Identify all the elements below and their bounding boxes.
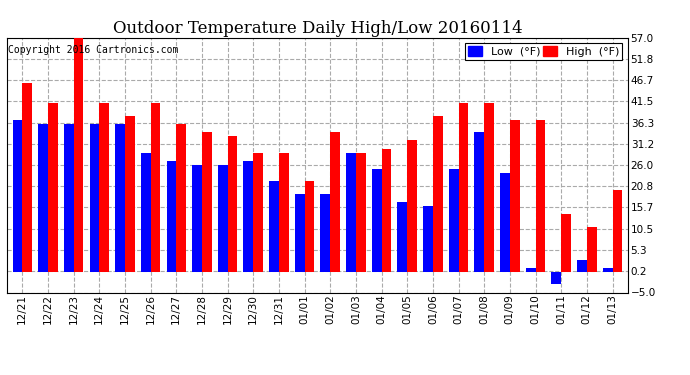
Bar — [510, 120, 520, 272]
Bar — [500, 173, 510, 272]
Bar — [64, 124, 74, 272]
Bar — [397, 202, 407, 272]
Bar — [372, 169, 382, 272]
Bar — [320, 194, 331, 272]
Title: Outdoor Temperature Daily High/Low 20160114: Outdoor Temperature Daily High/Low 20160… — [112, 20, 522, 38]
Bar — [38, 124, 48, 272]
Bar — [218, 165, 228, 272]
Bar — [176, 124, 186, 272]
Bar — [407, 140, 417, 272]
Bar — [382, 148, 391, 272]
Bar — [561, 214, 571, 272]
Bar — [244, 161, 253, 272]
Bar — [304, 182, 315, 272]
Bar — [253, 153, 263, 272]
Bar — [228, 136, 237, 272]
Bar — [346, 153, 356, 272]
Bar — [551, 272, 561, 284]
Bar — [125, 116, 135, 272]
Bar — [295, 194, 304, 272]
Bar — [433, 116, 442, 272]
Bar — [12, 120, 22, 272]
Bar — [613, 190, 622, 272]
Bar — [603, 268, 613, 272]
Bar — [279, 153, 288, 272]
Bar — [475, 132, 484, 272]
Bar — [269, 182, 279, 272]
Bar — [141, 153, 150, 272]
Legend: Low  (°F), High  (°F): Low (°F), High (°F) — [465, 43, 622, 60]
Bar — [423, 206, 433, 272]
Bar — [150, 103, 160, 272]
Bar — [484, 103, 494, 272]
Bar — [99, 103, 109, 272]
Bar — [48, 103, 58, 272]
Text: Copyright 2016 Cartronics.com: Copyright 2016 Cartronics.com — [8, 45, 179, 55]
Bar — [448, 169, 459, 272]
Bar — [331, 132, 340, 272]
Bar — [526, 268, 535, 272]
Bar — [90, 124, 99, 272]
Bar — [535, 120, 545, 272]
Bar — [356, 153, 366, 272]
Bar — [166, 161, 176, 272]
Bar — [459, 103, 469, 272]
Bar — [586, 227, 597, 272]
Bar — [22, 83, 32, 272]
Bar — [577, 260, 586, 272]
Bar — [115, 124, 125, 272]
Bar — [193, 165, 202, 272]
Bar — [202, 132, 212, 272]
Bar — [74, 33, 83, 272]
